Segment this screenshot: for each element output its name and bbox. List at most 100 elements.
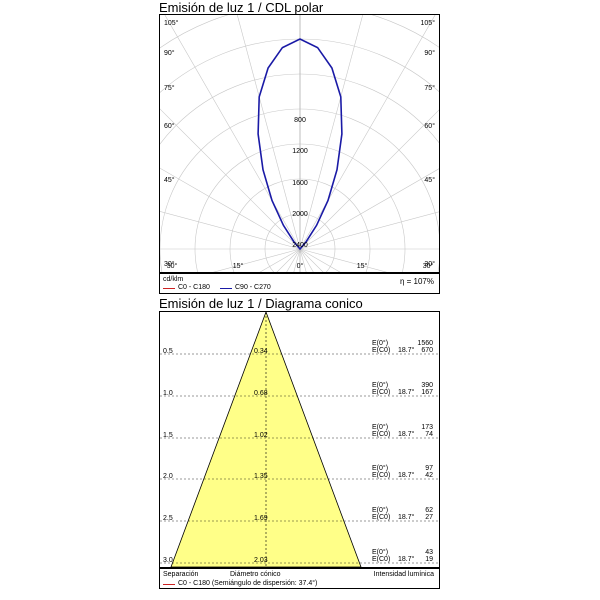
polar-angle-label-right: 60°: [424, 122, 435, 130]
polar-radial-label: 2400: [292, 242, 308, 249]
polar-labels: 800 1200 1600 2000 2400 105° 90° 75° 60° 45° 30° 10…: [164, 19, 435, 270]
legend-swatch-c90: [220, 288, 232, 289]
cone-title: Emisión de luz 1 / Diagrama conico: [159, 296, 363, 311]
polar-angle-label-right: 75°: [424, 84, 435, 92]
polar-angle-label-left: 60°: [164, 122, 175, 130]
footer-intensity: Intensidad lumínica: [373, 571, 434, 578]
polar-series: [257, 38, 343, 251]
cone-diameter-label: 0.68: [254, 390, 268, 397]
cone-diameter-label: 1.69: [254, 515, 268, 522]
cone-angle-label: 18.7°: [398, 389, 415, 396]
cone-ec0-value: 19: [425, 556, 433, 563]
footer-diameter: Diámetro cónico: [230, 571, 281, 578]
footer-separation: Separación: [163, 571, 199, 578]
cone-distance-label: 3.0: [163, 557, 173, 564]
cone-e0-value: 1560: [417, 340, 433, 347]
cone-distance-label: 2.0: [163, 473, 173, 480]
cone-row-lines: [160, 353, 439, 564]
polar-spoke: [299, 248, 387, 272]
cone-ec0-value: 27: [425, 514, 433, 521]
cone-ec0-label: E(C0): [372, 472, 391, 479]
cone-ec0-label: E(C0): [372, 389, 391, 396]
cone-ec0-value: 74: [425, 431, 433, 438]
polar-chart-frame: 800 1200 1600 2000 2400 105° 90° 75° 60° 45° 30° 10…: [159, 14, 440, 273]
cone-legend-label: C0 - C180 (Semiángulo de dispersión: 37.…: [178, 580, 318, 587]
cone-e0-label: E(0°): [372, 382, 389, 389]
cone-e0-value: 43: [425, 549, 433, 556]
cone-ec0-label: E(C0): [372, 514, 391, 521]
cone-angle-label: 18.7°: [398, 347, 415, 354]
polar-unit-label: cd/klm: [163, 276, 184, 283]
polar-spoke: [160, 167, 301, 250]
efficiency-label: η = 107%: [399, 277, 434, 286]
cone-footer-box: Separación Diámetro cónico Intensidad lu…: [159, 568, 440, 589]
cone-ec0-label: E(C0): [372, 347, 391, 354]
polar-ring: [160, 15, 439, 49]
cone-e0-label: E(0°): [372, 465, 389, 472]
cone-angle-label: 18.7°: [398, 514, 415, 521]
polar-bottom-label: 15°: [233, 262, 244, 270]
polar-spoke: [299, 248, 341, 272]
polar-bottom-label: 30°: [167, 262, 178, 270]
cone-e0-label: E(0°): [372, 507, 389, 514]
polar-angle-label-left: 45°: [164, 176, 175, 184]
polar-series-c90-c270: [257, 38, 343, 251]
polar-spoke: [299, 15, 364, 250]
cone-ec0-label: E(C0): [372, 556, 391, 563]
polar-legend-box: cd/klm η = 107% C0 - C180 C90 - C270: [159, 273, 440, 294]
cone-angle-label: 18.7°: [398, 431, 415, 438]
cone-e0-label: E(0°): [372, 424, 389, 431]
cone-e0-value: 62: [425, 507, 433, 514]
cone-legend-swatch: [163, 584, 175, 585]
polar-spoke: [213, 248, 301, 272]
legend-label-c0: C0 - C180: [178, 284, 210, 291]
polar-bottom-label: 30°: [423, 262, 434, 270]
cone-e0-value: 390: [421, 382, 433, 389]
cone-e0-label: E(0°): [372, 340, 389, 347]
cone-ec0-label: E(C0): [372, 431, 391, 438]
polar-angle-label-left: 30°: [164, 260, 175, 268]
cone-diameter-label: 1.35: [254, 473, 268, 480]
polar-spoke: [299, 168, 439, 250]
polar-angle-label-right: 90°: [424, 49, 435, 57]
cone-diameter-label: 1.02: [254, 432, 268, 439]
polar-angle-label-left: 75°: [164, 84, 175, 92]
polar-angle-label-right: 105°: [421, 19, 436, 27]
cone-distance-label: 1.5: [163, 432, 173, 439]
polar-spoke: [236, 15, 301, 250]
polar-spoke: [299, 248, 314, 272]
cone-distance-label: 1.0: [163, 390, 173, 397]
polar-angle-label-left: 105°: [164, 19, 179, 27]
polar-spoke: [160, 108, 301, 250]
polar-radial-label: 2000: [292, 211, 308, 218]
polar-radial-label: 1600: [292, 180, 308, 187]
cone-chart: [160, 312, 439, 567]
cone-e0-value: 173: [421, 424, 433, 431]
polar-radial-label: 1200: [292, 148, 308, 155]
polar-title: Emisión de luz 1 / CDL polar: [159, 0, 324, 15]
cone-ec0-value: 670: [421, 347, 433, 354]
polar-spoke: [299, 15, 436, 250]
polar-chart: 800 1200 1600 2000 2400 105° 90° 75° 60° 45° 30° 10…: [160, 15, 439, 272]
legend-swatch-c0: [163, 288, 175, 289]
cone-e0-value: 97: [425, 465, 433, 472]
cone-diameter-label: 2.03: [254, 557, 268, 564]
polar-spoke: [299, 248, 324, 272]
cone-angle-label: 18.7°: [398, 556, 415, 563]
polar-spoke: [299, 211, 439, 250]
cone-diameter-label: 0.34: [254, 348, 268, 355]
cone-ec0-value: 42: [425, 472, 433, 479]
polar-angle-label-right: 45°: [424, 176, 435, 184]
cone-chart-frame: 0.5 0.34 E(0°) E(C0) 18.7° 1560 670 1.0 0.68 E(0°…: [159, 311, 440, 568]
legend-label-c90: C90 - C270: [235, 284, 271, 291]
polar-bottom-label: 0°: [297, 262, 304, 270]
polar-angle-label-right: 30°: [424, 260, 435, 268]
polar-spoke: [160, 211, 301, 250]
polar-bottom-label: 15°: [357, 262, 368, 270]
cone-e0-label: E(0°): [372, 549, 389, 556]
polar-radial-label: 800: [294, 117, 306, 124]
cone-triangle: [170, 312, 362, 567]
polar-spoke: [299, 109, 439, 250]
polar-grid: [160, 15, 439, 272]
cone-distance-label: 0.5: [163, 348, 173, 355]
